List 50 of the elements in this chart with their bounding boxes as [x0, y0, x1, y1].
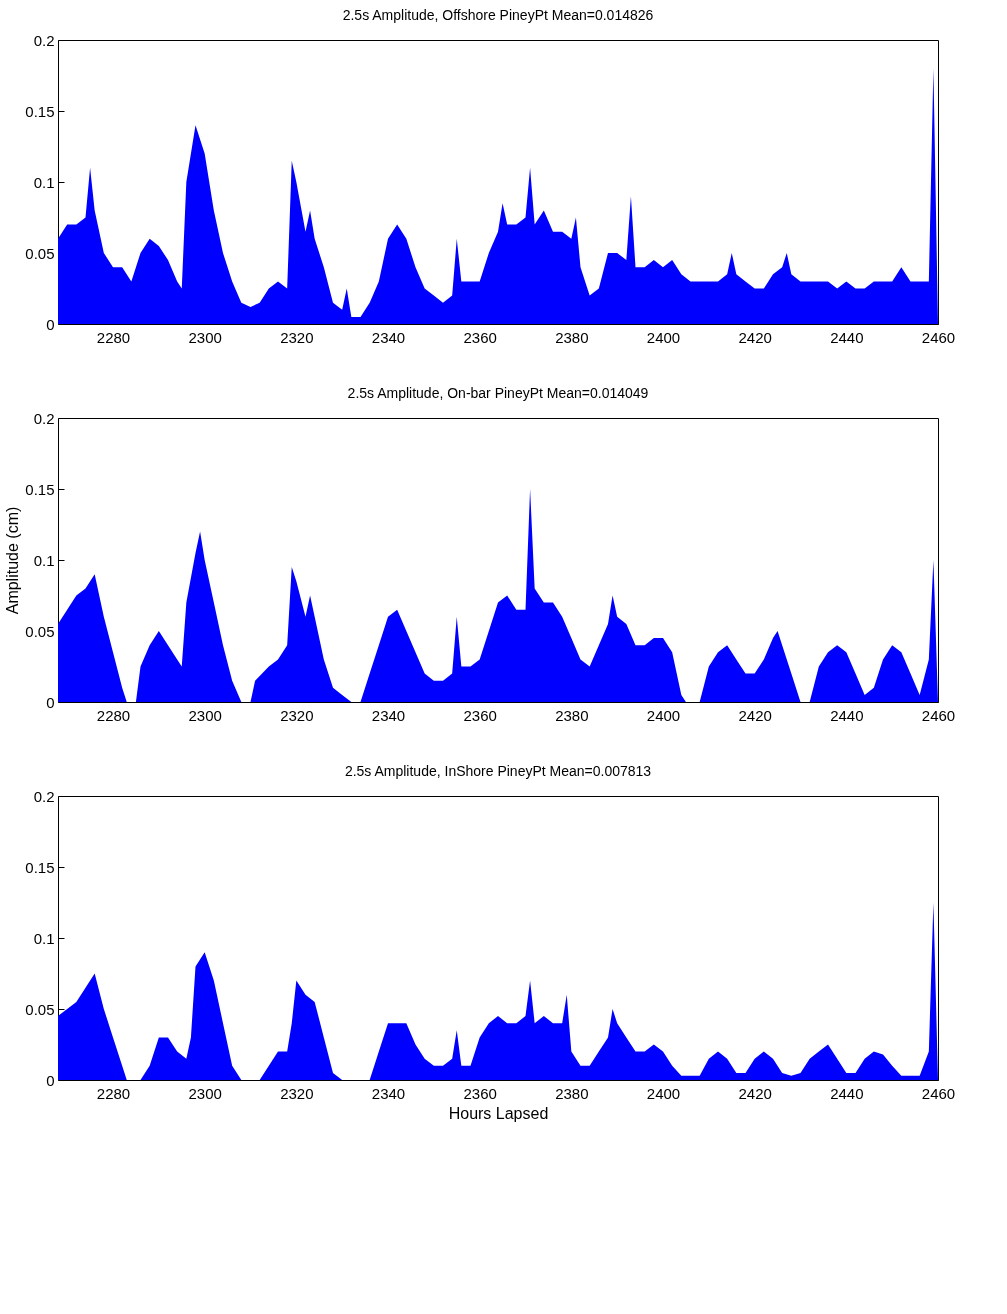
x-tick-label: 2440	[830, 328, 864, 346]
x-tick-label: 2460	[921, 1084, 956, 1102]
y-tick-label: 0.15	[25, 480, 55, 498]
x-tick-label: 2420	[738, 328, 772, 346]
x-tick-label: 2440	[830, 1084, 864, 1102]
x-tick-label: 2460	[921, 328, 956, 346]
x-tick-label: 2400	[646, 1084, 681, 1102]
y-tick-label: 0.2	[33, 31, 55, 49]
chart-title: 2.5s Amplitude, InShore PineyPt Mean=0.007813	[344, 763, 652, 779]
y-tick-label: 0	[46, 693, 55, 711]
x-tick-label: 2280	[96, 1084, 131, 1102]
x-tick-label: 2300	[188, 1084, 222, 1102]
x-tick-label: 2320	[280, 706, 314, 724]
x-tick-label: 2360	[463, 1084, 497, 1102]
x-tick-label: 2340	[371, 1084, 406, 1102]
x-tick-label: 2380	[555, 328, 589, 346]
x-tick-label: 2320	[280, 328, 314, 346]
x-tick-label: 2360	[463, 328, 497, 346]
chart-title: 2.5s Amplitude, On-bar PineyPt Mean=0.014049	[347, 385, 649, 401]
x-tick-label: 2280	[96, 706, 131, 724]
x-tick-label: 2440	[830, 706, 864, 724]
x-tick-label: 2300	[188, 706, 222, 724]
x-tick-label: 2420	[738, 1084, 772, 1102]
x-tick-label: 2400	[646, 328, 681, 346]
x-axis-title: Hours Lapsed	[448, 1104, 549, 1122]
y-tick-label: 0.15	[25, 102, 55, 120]
x-tick-label: 2380	[555, 1084, 589, 1102]
x-tick-label: 2280	[96, 328, 131, 346]
y-tick-label: 0.1	[33, 929, 55, 947]
y-tick-label: 0.15	[25, 858, 55, 876]
y-tick-label: 0.05	[25, 622, 55, 640]
x-tick-label: 2380	[555, 706, 589, 724]
y-axis-title: Amplitude (cm)	[4, 506, 22, 615]
x-tick-label: 2320	[280, 1084, 314, 1102]
x-tick-label: 2420	[738, 706, 772, 724]
y-tick-label: 0	[46, 1071, 55, 1089]
x-tick-label: 2400	[646, 706, 681, 724]
y-tick-label: 0.1	[33, 551, 55, 569]
y-tick-label: 0.2	[33, 787, 55, 805]
x-tick-label: 2340	[371, 706, 406, 724]
chart-title: 2.5s Amplitude, Offshore PineyPt Mean=0.014826	[342, 7, 654, 23]
x-tick-label: 2460	[921, 706, 956, 724]
y-tick-label: 0.1	[33, 173, 55, 191]
x-tick-label: 2360	[463, 706, 497, 724]
x-tick-label: 2340	[371, 328, 406, 346]
y-tick-label: 0.05	[25, 244, 55, 262]
y-tick-label: 0.05	[25, 1000, 55, 1018]
y-tick-label: 0	[46, 315, 55, 333]
x-tick-label: 2300	[188, 328, 222, 346]
y-tick-label: 0.2	[33, 409, 55, 427]
